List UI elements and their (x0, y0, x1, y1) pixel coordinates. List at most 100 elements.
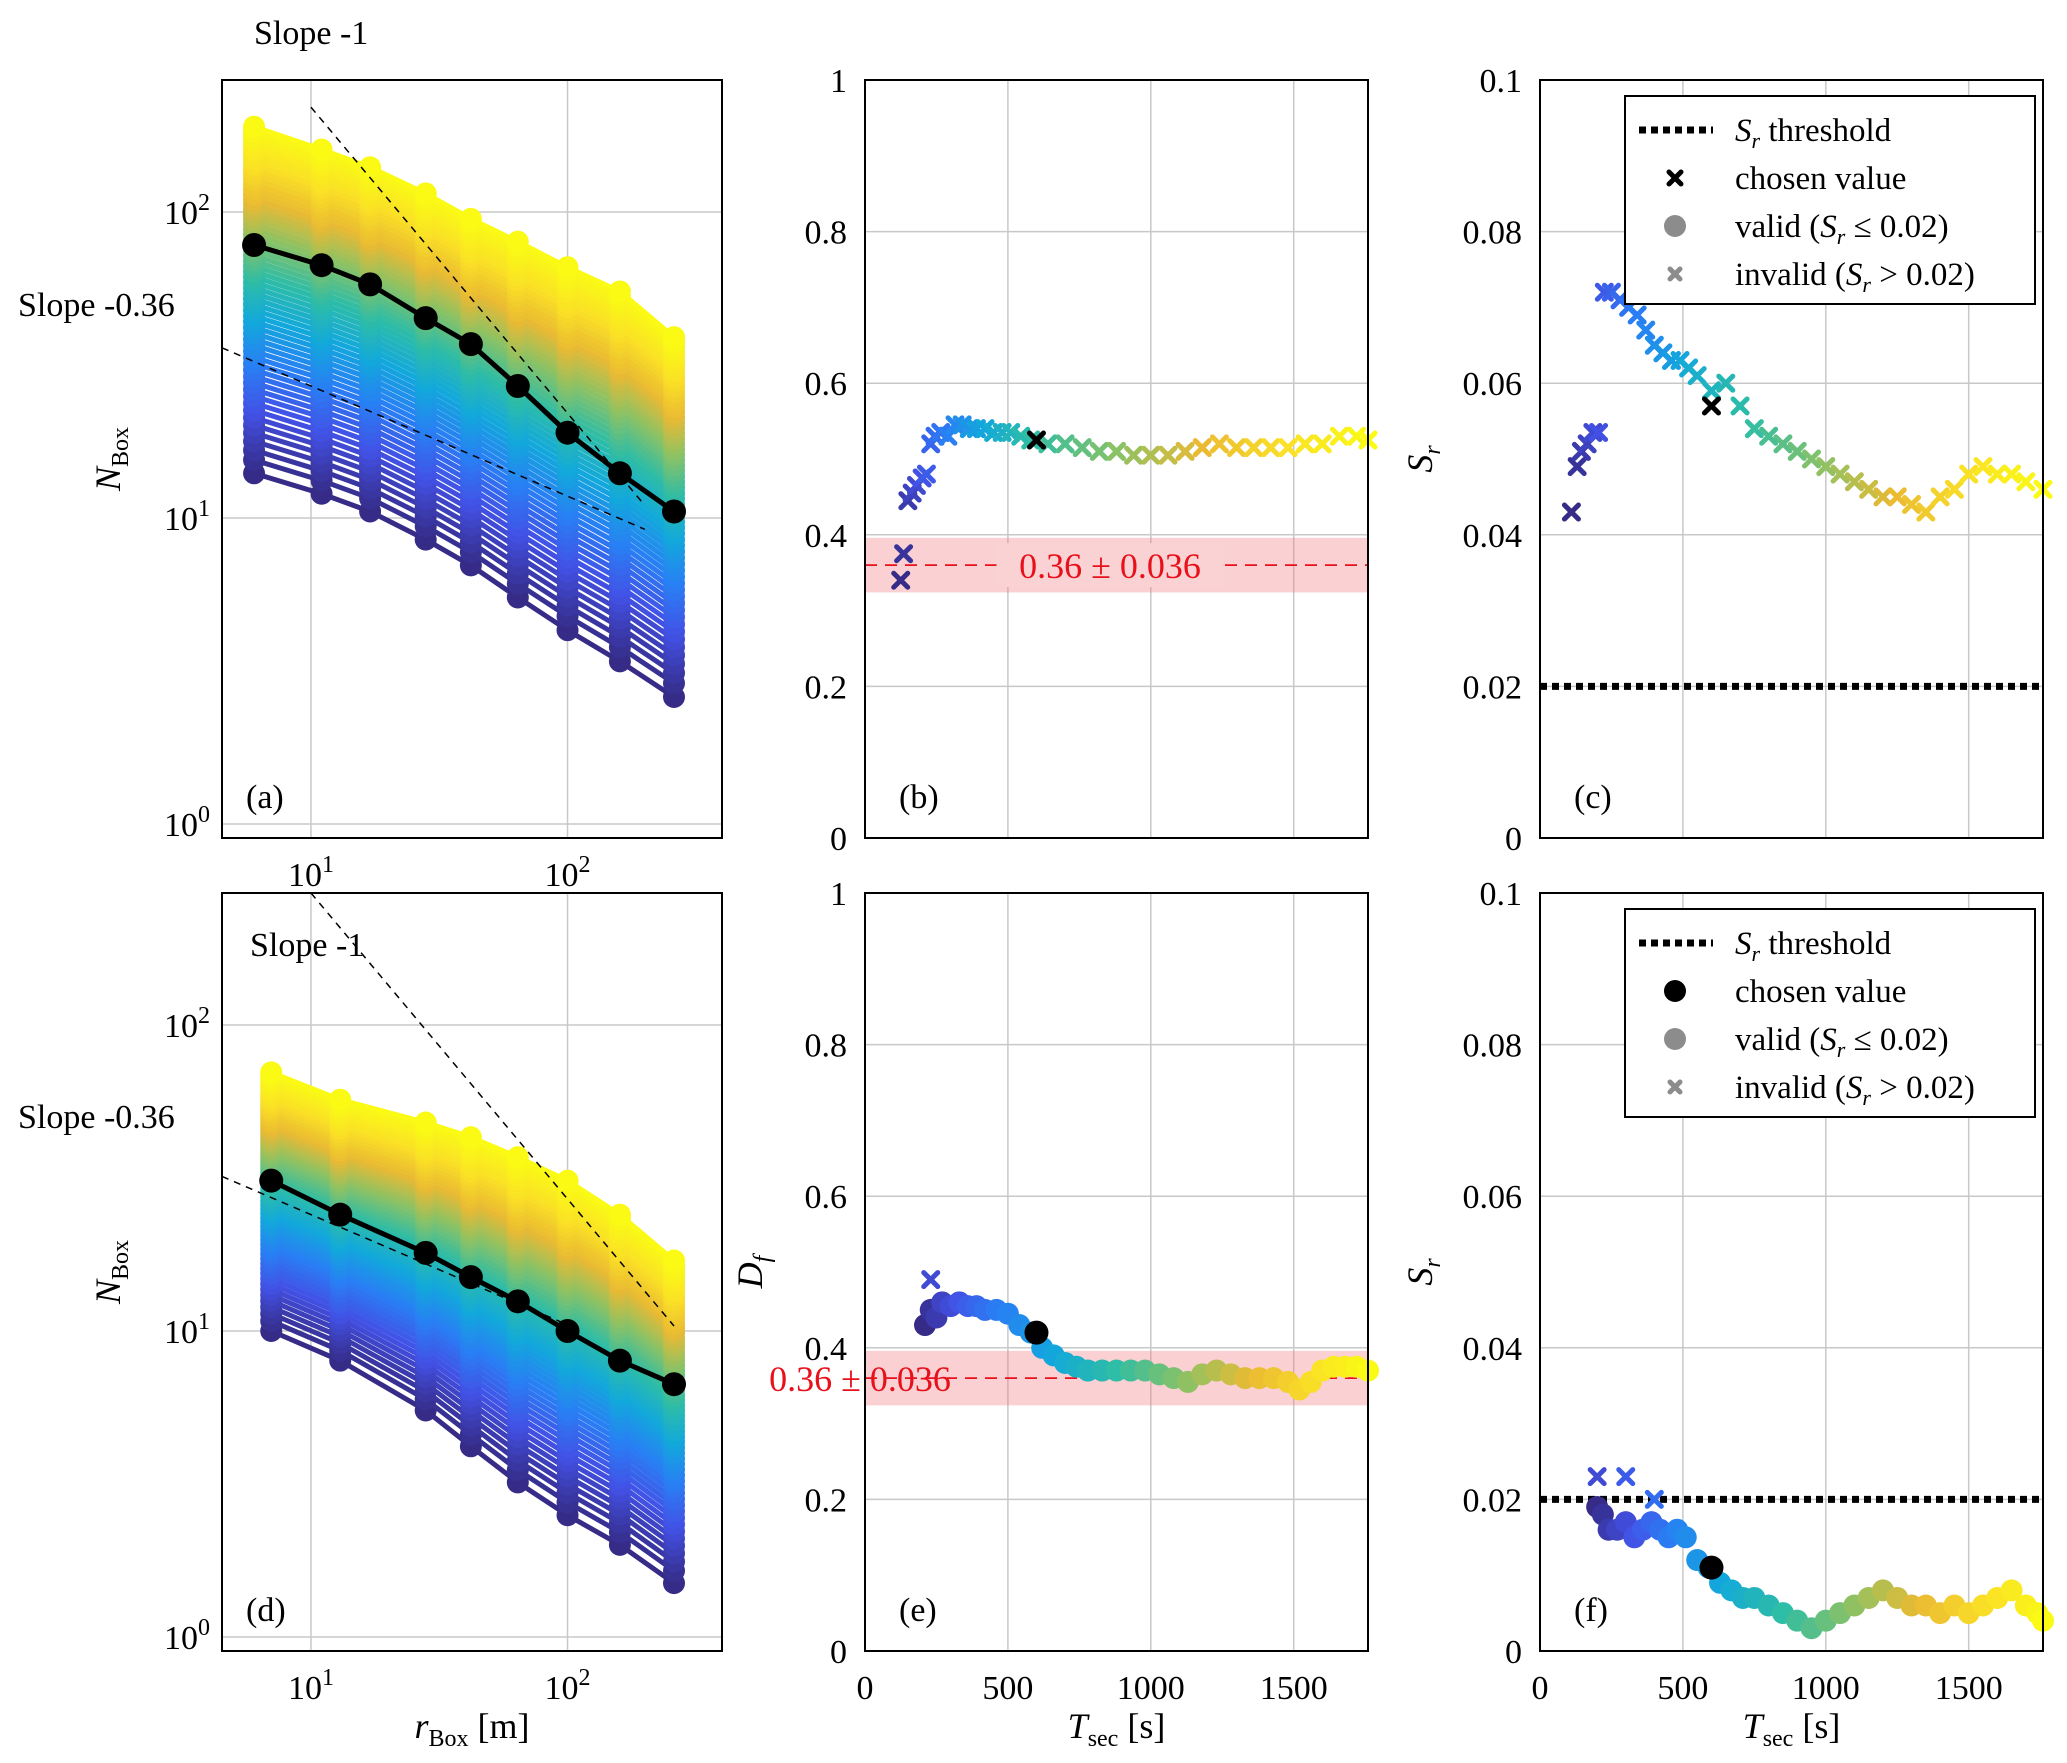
x-tick-label: 102 (545, 852, 591, 894)
data-point (1089, 441, 1109, 461)
invalid-point (921, 1270, 941, 1290)
series-point (414, 182, 437, 205)
chosen-series-point (607, 461, 632, 486)
slope-line-1 (310, 892, 675, 1327)
series-point (260, 1061, 283, 1084)
slope-label-2: Slope -0.36 (18, 287, 175, 324)
data-point (1244, 438, 1264, 458)
y-tick-label: 0.1 (1480, 63, 1523, 100)
series-point (556, 1169, 579, 1192)
data-point (1844, 472, 1864, 492)
legend: Sr threshold chosen value valid (Sr ≤ 0.02… (1624, 95, 2036, 305)
y-tick-label: 0 (1505, 1634, 1522, 1671)
x-tick-label: 101 (288, 1665, 334, 1707)
data-point (1987, 464, 2007, 484)
legend-entry: chosen value (1735, 974, 1906, 1010)
data-point (938, 426, 958, 446)
legend-entry: valid (Sr ≤ 0.02) (1735, 209, 1949, 249)
x-axis-label: Tsec [s] (1068, 1706, 1166, 1752)
band-label: 0.36 ± 0.036 (769, 1359, 951, 1399)
chosen-point (1026, 430, 1046, 450)
y-axis-label: NBox (88, 1240, 134, 1305)
invalid-point (1616, 1467, 1636, 1487)
y-tick-label: 0.02 (1463, 669, 1523, 706)
axes-frame (864, 892, 1369, 1652)
data-point (1312, 434, 1332, 454)
data-point (1227, 438, 1247, 458)
x-tick-label: 0 (1532, 1670, 1549, 1707)
chosen-series-point (413, 306, 438, 331)
y-tick-label: 0.04 (1463, 518, 1523, 555)
invalid-point (1644, 1489, 1664, 1509)
series-point (359, 156, 382, 179)
y-tick-label: 0.4 (805, 1331, 848, 1368)
y-tick-label: 0 (1505, 821, 1522, 858)
data-point (1973, 457, 1993, 477)
data-point (1959, 464, 1979, 484)
data-point (1278, 438, 1298, 458)
legend-chosen-marker (1666, 169, 1684, 187)
panel-label: (f) (1574, 1592, 1608, 1629)
y-tick-label: 0.06 (1463, 1179, 1523, 1216)
data-point (1107, 441, 1126, 461)
series-point (608, 280, 631, 303)
series-point (608, 1203, 631, 1226)
series-point (663, 326, 686, 349)
data-point (1830, 464, 1850, 484)
y-tick-label: 0.2 (805, 1482, 848, 1519)
slope-line-2 (221, 347, 646, 530)
x-tick-label: 1500 (1935, 1670, 2003, 1707)
y-tick-label: 0.04 (1463, 1331, 1523, 1368)
y-axis-label: Sr (1400, 1258, 1446, 1286)
series-point (663, 1249, 686, 1272)
data-point (1209, 434, 1229, 454)
x-tick-label: 0 (857, 1670, 874, 1707)
data-point (1567, 457, 1587, 477)
data-point (1902, 494, 1922, 514)
axes-frame (221, 892, 723, 1652)
data-point (1687, 366, 1707, 386)
legend-invalid-marker (1667, 1079, 1683, 1095)
chosen-point (1699, 1555, 1724, 1580)
data-point (1561, 502, 1581, 522)
data-point (891, 570, 911, 590)
series-point (329, 1088, 352, 1111)
x-tick-label: 1000 (1117, 1670, 1185, 1707)
data-point (1701, 381, 1721, 401)
data-point (1944, 479, 1964, 499)
chosen-series-point (309, 253, 334, 278)
axes-frame (221, 79, 723, 839)
chosen-series-point (259, 1168, 284, 1193)
data-point (1583, 422, 1603, 442)
data-point (1887, 487, 1907, 507)
y-tick-label: 0.6 (805, 1179, 848, 1216)
panel-f: 0 0.02 0.04 0.06 0.08 0.1 0 500 1000 1500 Tsec [s]… (1400, 876, 2054, 1752)
y-tick-label: 0.6 (805, 366, 848, 403)
y-tick-label: 0.1 (1480, 876, 1523, 913)
chosen-series-point (458, 1265, 483, 1290)
chosen-series-point (505, 374, 530, 399)
data-point (2002, 464, 2022, 484)
chosen-series-point (413, 1240, 438, 1265)
data-point (1716, 373, 1736, 393)
data-point (894, 544, 914, 564)
data-point (1329, 426, 1349, 446)
legend-entry: invalid (Sr > 0.02) (1735, 257, 1975, 297)
panel-label: (b) (899, 779, 939, 816)
series-point (414, 1111, 437, 1134)
y-axis-label: Df (730, 1252, 776, 1289)
legend-entry: chosen value (1735, 161, 1906, 197)
legend-valid-marker (1664, 1028, 1686, 1050)
series-point (310, 138, 333, 161)
data-point (1744, 419, 1764, 439)
legend-entry: invalid (Sr > 0.02) (1735, 1070, 1975, 1110)
x-tick-label: 500 (1657, 1670, 1708, 1707)
data-point (1730, 396, 1750, 416)
x-tick-label: 102 (545, 1665, 591, 1707)
series-point (556, 256, 579, 279)
y-axis-label: Sr (1400, 445, 1446, 473)
y-tick-label: 0 (830, 1634, 847, 1671)
y-tick-label: 0.08 (1463, 1028, 1523, 1065)
series-point (506, 230, 529, 253)
data-point (1295, 434, 1315, 454)
